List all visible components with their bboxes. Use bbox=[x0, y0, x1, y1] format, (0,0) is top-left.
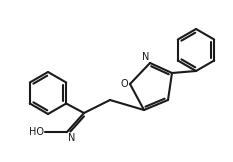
Text: N: N bbox=[68, 133, 75, 143]
Text: O: O bbox=[120, 79, 128, 89]
Text: HO: HO bbox=[29, 127, 44, 137]
Text: N: N bbox=[142, 52, 149, 62]
